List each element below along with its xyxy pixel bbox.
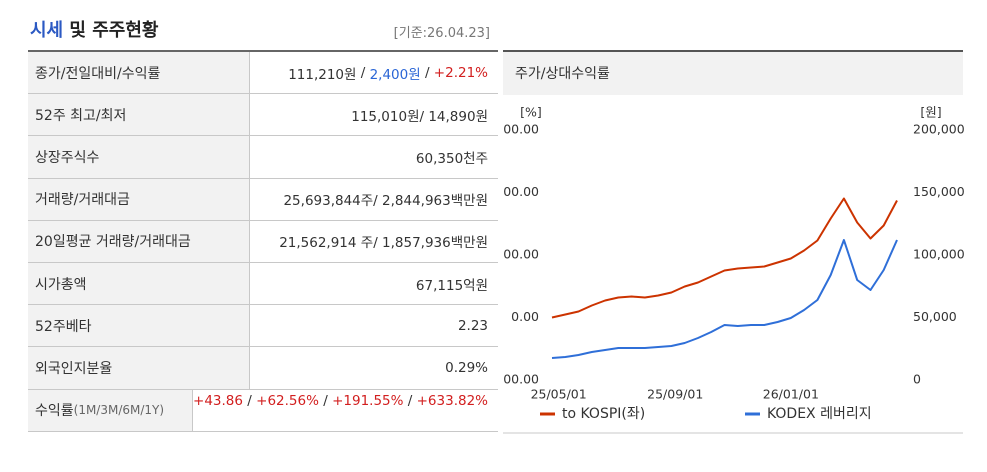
legend-label: KODEX 레버리지 xyxy=(767,406,872,422)
series-line xyxy=(551,197,898,319)
y-tick-label: 200.00 xyxy=(503,184,539,199)
table-row: 52주베타 2.23 xyxy=(28,305,498,348)
y2-tick-label: 0 xyxy=(913,372,921,387)
value-part: +62.56% xyxy=(256,392,319,409)
chart-header xyxy=(503,52,963,95)
series-line xyxy=(551,239,898,359)
row-label: 수익률 (1M/3M/6M/1Y) xyxy=(28,389,194,431)
row-label: 52주 최고/최저 xyxy=(28,94,250,136)
value-part: +191.55% xyxy=(332,392,404,409)
row-value: 60,350천주 xyxy=(250,136,498,177)
value-part: / xyxy=(403,392,417,409)
row-label: 거래량/거래대금 xyxy=(28,178,250,220)
value-part: 111,210원 xyxy=(288,66,357,83)
x-tick-label: 25/05/01 xyxy=(531,387,587,402)
y-tick-label: 300.00 xyxy=(503,122,539,137)
label-text: 종가/전일대비/수익률 xyxy=(35,65,161,82)
row-label: 외국인지분율 xyxy=(28,347,250,389)
title-part: 시세 xyxy=(30,20,64,41)
row-value: 0.29% xyxy=(250,347,498,388)
value-part: 21,562,914 주/ 1,857,936백만원 xyxy=(279,235,488,252)
table-row: 시가총액 67,115억원 xyxy=(28,262,498,306)
row-label: 상장주식수 xyxy=(28,136,250,178)
value-part: / xyxy=(243,392,257,409)
value-part: +633.82% xyxy=(416,392,488,409)
value-part: / xyxy=(356,64,370,81)
base-date: [기준:26.04.23] xyxy=(393,26,490,41)
value-part: 115,010원/ 14,890원 xyxy=(351,108,488,125)
label-sub: (1M/3M/6M/1Y) xyxy=(73,403,165,418)
y2-tick-label: 100,000 xyxy=(913,247,965,262)
row-label: 종가/전일대비/수익률 xyxy=(28,52,250,94)
value-part: 67,115억원 xyxy=(415,277,488,294)
chart-title: 주가/상대수익률 xyxy=(515,66,610,82)
label-text: 52주 최고/최저 xyxy=(35,107,127,124)
x-tick-label: 25/09/01 xyxy=(647,387,703,402)
legend-label: to KOSPI(좌) xyxy=(562,406,645,422)
row-label: 20일평균 거래량/거래대금 xyxy=(28,220,250,262)
table-row: 수익률 (1M/3M/6M/1Y) +43.86 / +62.56% / +191.… xyxy=(28,389,498,432)
row-value: 115,010원/ 14,890원 xyxy=(250,94,498,135)
row-label: 52주베타 xyxy=(28,305,250,347)
chart: 주가/상대수익률 [%] [원] -100.00 0.00 100.00 200.00… xyxy=(503,50,965,434)
y2-tick-label: 150,000 xyxy=(913,184,965,199)
row-value: 111,210원 / 2,400원 / +2.21% xyxy=(250,52,498,93)
section-title: 시세 및 주주현황 xyxy=(30,16,158,42)
value-part: +43.86 xyxy=(193,392,243,409)
label-text: 수익률 xyxy=(35,403,74,420)
table-row: 52주 최고/최저 115,010원/ 14,890원 xyxy=(28,94,498,137)
row-label: 시가총액 xyxy=(28,262,250,305)
table-row: 상장주식수 60,350천주 xyxy=(28,136,498,179)
label-text: 52주베타 xyxy=(35,318,92,335)
table-row: 거래량/거래대금 25,693,844주/ 2,844,963백만원 xyxy=(28,178,498,221)
y2-tick-label: 50,000 xyxy=(913,309,957,324)
label-text: 시가총액 xyxy=(35,276,87,293)
table-row: 종가/전일대비/수익률 111,210원 / 2,400원 / +2.21% xyxy=(28,52,498,95)
x-tick-label: 26/01/01 xyxy=(763,387,819,402)
table-row: 20일평균 거래량/거래대금 21,562,914 주/ 1,857,936백만원 xyxy=(28,220,498,263)
row-value: +43.86 / +62.56% / +191.55% / +633.82% xyxy=(193,390,498,431)
label-text: 외국인지분율 xyxy=(35,360,113,377)
y2-axis-label: [원] xyxy=(920,105,941,120)
value-part: 0.29% xyxy=(445,359,488,376)
value-part: 60,350천주 xyxy=(415,150,488,167)
table-row: 외국인지분율 0.29% xyxy=(28,347,498,390)
title-part: 및 주주현황 xyxy=(63,20,159,41)
value-part: 2,400원 xyxy=(369,66,421,83)
label-text: 거래량/거래대금 xyxy=(35,192,130,209)
value-part: 2.23 xyxy=(457,317,488,334)
value-part: / xyxy=(420,64,434,81)
y-tick-label: 0.00 xyxy=(511,309,539,324)
label-text: 20일평균 거래량/거래대금 xyxy=(35,234,191,251)
quote-table: 종가/전일대비/수익률 111,210원 / 2,400원 / +2.21% 52주… xyxy=(28,50,498,432)
value-part: / xyxy=(318,392,333,409)
y-tick-label: 100.00 xyxy=(503,247,539,262)
value-part: +2.21% xyxy=(433,64,488,81)
row-value: 21,562,914 주/ 1,857,936백만원 xyxy=(250,221,498,262)
row-value: 2.23 xyxy=(250,305,498,346)
row-value: 67,115억원 xyxy=(250,263,498,304)
value-part: 25,693,844주/ 2,844,963백만원 xyxy=(283,193,488,210)
y-axis-label: [%] xyxy=(520,105,542,120)
row-value: 25,693,844주/ 2,844,963백만원 xyxy=(250,179,498,220)
y-tick-label: -100.00 xyxy=(503,372,539,387)
y2-tick-label: 200,000 xyxy=(913,122,965,137)
label-text: 상장주식수 xyxy=(35,149,100,166)
